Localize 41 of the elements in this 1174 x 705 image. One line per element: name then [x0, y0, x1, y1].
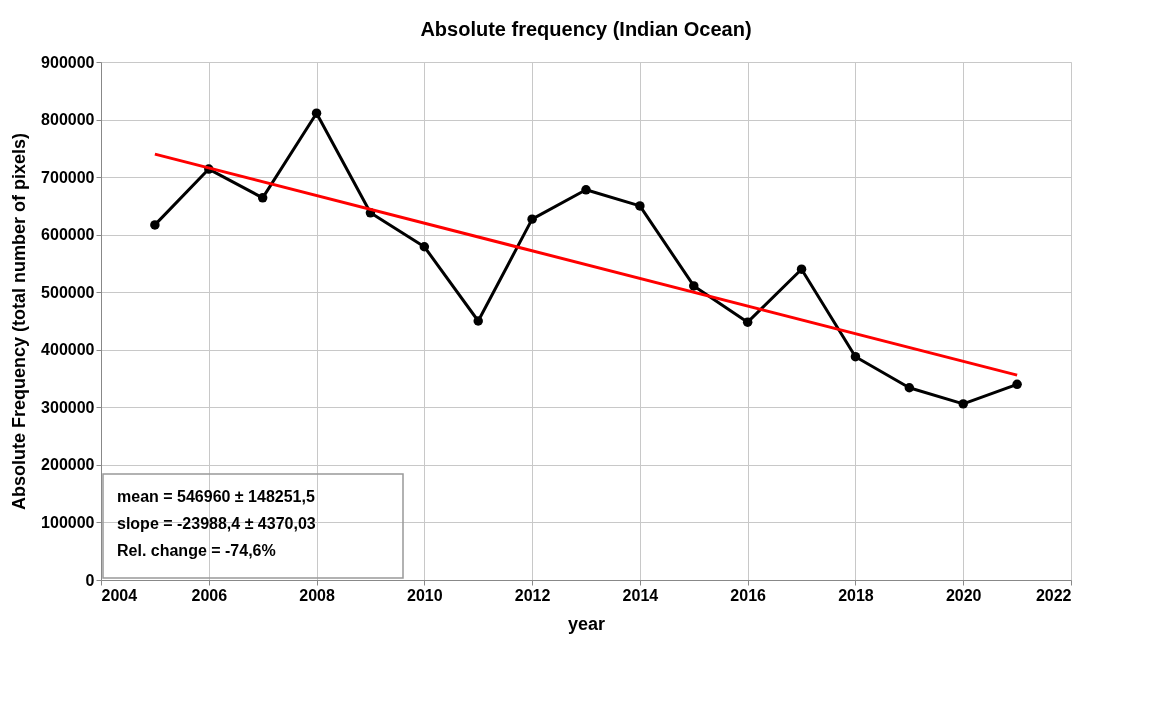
x-tick-label: 2016 — [730, 586, 767, 604]
x-tick-label: 2014 — [622, 586, 659, 604]
x-tick-label: 2004 — [101, 586, 138, 604]
x-tick-label: 2010 — [407, 586, 443, 604]
x-tick-label: 2012 — [514, 586, 551, 604]
point — [311, 108, 322, 118]
point — [796, 264, 807, 274]
y-tick-label: 900000 — [41, 53, 95, 71]
annotation: Rel. change = -74,6% — [117, 542, 276, 559]
x-tick-label: 2006 — [191, 586, 228, 604]
point — [473, 316, 483, 326]
x-tick-label: 2020 — [945, 586, 982, 604]
point — [257, 193, 268, 203]
x-tick-label: 2008 — [299, 586, 335, 604]
annotation: slope = -23988,4 ± 4370,03 — [117, 515, 316, 532]
x-tick-label: 2018 — [838, 586, 874, 604]
y-tick-label: 0 — [85, 571, 95, 589]
y-tick-label: 700000 — [41, 168, 95, 186]
y-tick-label: 100000 — [41, 513, 95, 531]
y-tick-label: 500000 — [41, 283, 95, 301]
x-tick-label: 2022 — [1035, 586, 1072, 604]
y-axis-title: Absolute Frequency (total number of pixels) — [9, 132, 30, 511]
point — [150, 220, 160, 230]
chart-title: Absolute frequency (Indian Ocean) — [420, 18, 752, 40]
y-tick-label: 300000 — [41, 398, 95, 416]
y-tick-label: 400000 — [41, 341, 95, 359]
point — [742, 317, 753, 327]
point — [419, 242, 430, 252]
y-tick-label: 200000 — [41, 456, 95, 474]
point — [581, 185, 591, 195]
point — [904, 383, 915, 393]
point — [958, 399, 968, 409]
annotation: mean = 546960 ± 148251,5 — [117, 488, 315, 505]
x-axis-title: year — [567, 613, 606, 634]
point — [635, 201, 645, 211]
point — [1012, 379, 1022, 390]
point — [850, 351, 861, 362]
point — [689, 281, 699, 291]
point — [527, 214, 537, 224]
y-tick-label: 800000 — [41, 111, 95, 129]
y-tick-label: 600000 — [41, 226, 95, 244]
